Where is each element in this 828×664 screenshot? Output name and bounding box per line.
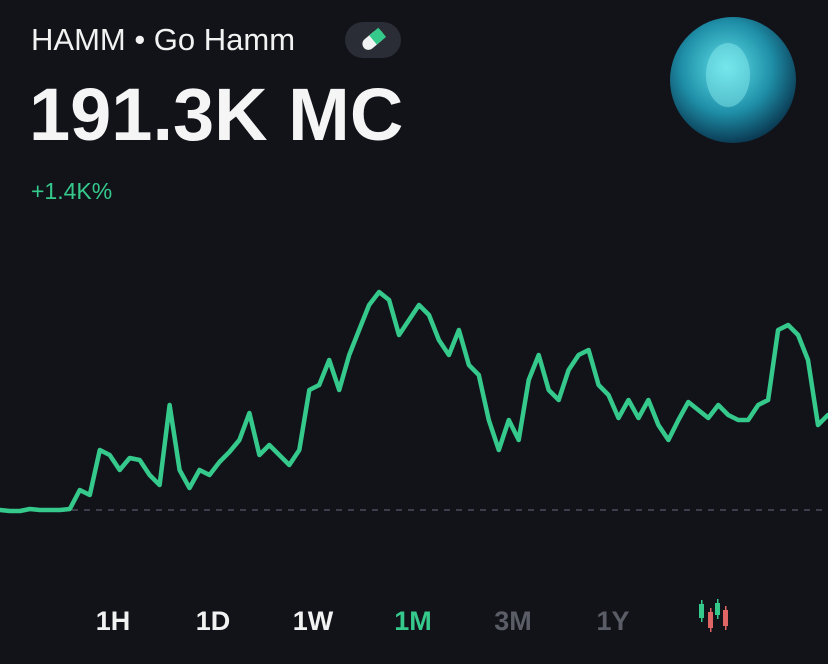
candle-icon[interactable] [699, 599, 728, 632]
avatar-face [706, 43, 750, 107]
price-line [0, 289, 828, 514]
range-tab[interactable]: 1M [394, 606, 432, 636]
badge[interactable] [345, 22, 401, 58]
range-tab: 1Y [596, 606, 629, 636]
range-tab[interactable]: 1W [293, 606, 334, 636]
market-cap: 191.3K MC [29, 73, 403, 156]
token-name: HAMM • Go Hamm [31, 22, 295, 57]
range-tab[interactable]: 1D [196, 606, 231, 636]
tabs: 1H 1D 1W 1M 3M 1Y [96, 606, 630, 636]
avatar[interactable] [670, 17, 796, 143]
pill-icon [362, 27, 387, 50]
change: +1.4K% [31, 178, 112, 204]
range-tab[interactable]: 1H [96, 606, 131, 636]
chart [0, 289, 828, 514]
range-tab: 3M [494, 606, 532, 636]
